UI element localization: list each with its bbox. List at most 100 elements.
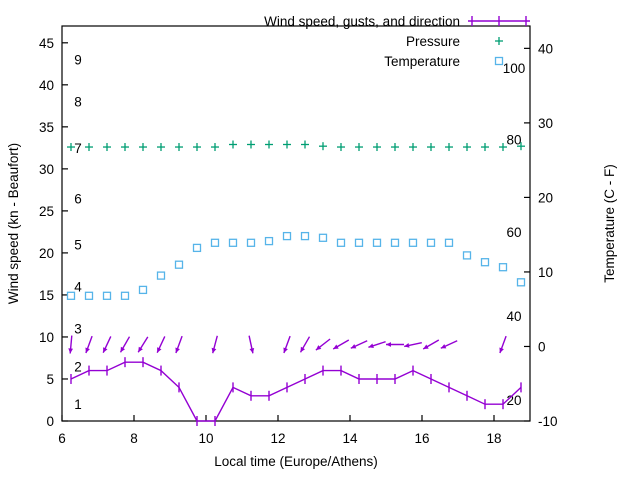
pressure-marker xyxy=(499,143,507,152)
pressure-marker xyxy=(157,143,165,152)
temperature-marker xyxy=(390,238,400,247)
wind-direction-arrow xyxy=(175,335,183,354)
beaufort-scale-label: 1 xyxy=(74,397,82,412)
wind-direction-arrow xyxy=(440,340,458,349)
x-axis-tick-label: 14 xyxy=(342,431,358,446)
beaufort-scale-label: 3 xyxy=(74,322,82,337)
beaufort-scale-label: 7 xyxy=(74,141,82,156)
temperature-marker xyxy=(444,238,454,247)
legend-swatch-temperature xyxy=(494,56,504,66)
fahrenheit-scale-label: 100 xyxy=(503,61,526,76)
temperature-marker xyxy=(426,238,436,247)
temperature-marker xyxy=(480,258,490,267)
legend-label: Pressure xyxy=(406,34,460,49)
y-axis-tick-label: 45 xyxy=(39,36,54,51)
temperature-marker xyxy=(354,238,364,247)
beaufort-scale-label: 4 xyxy=(74,280,82,295)
pressure-marker xyxy=(139,143,147,152)
y-axis-tick-label: 40 xyxy=(39,78,54,93)
wind-direction-arrow xyxy=(386,342,404,347)
pressure-marker xyxy=(193,143,201,152)
x-axis-tick-label: 10 xyxy=(198,431,213,446)
y2-axis-title: Temperature (C - F) xyxy=(602,164,617,283)
wind-direction-arrow xyxy=(350,340,368,349)
y-axis-tick-label: 35 xyxy=(39,120,54,135)
x-axis-tick-label: 6 xyxy=(58,431,66,446)
y2-axis-tick-label: 20 xyxy=(538,190,553,205)
y2-axis-tick-label: 10 xyxy=(538,265,553,280)
wind-direction-arrow xyxy=(315,338,331,351)
temperature-marker xyxy=(300,231,310,241)
y2-axis-tick-label: -10 xyxy=(538,414,558,429)
pressure-marker xyxy=(373,143,381,152)
x-axis-tick-label: 18 xyxy=(486,431,501,446)
x-axis-tick-label: 8 xyxy=(130,431,138,446)
temperature-marker xyxy=(462,251,472,260)
temperature-marker xyxy=(210,238,220,247)
temperature-marker xyxy=(120,291,130,300)
beaufort-scale-label: 9 xyxy=(74,53,82,68)
pressure-marker xyxy=(121,143,129,152)
pressure-marker xyxy=(481,143,489,152)
pressure-marker xyxy=(301,140,309,149)
pressure-marker xyxy=(427,143,435,152)
y2-axis-tick-label: 30 xyxy=(538,116,553,131)
beaufort-scale-label: 8 xyxy=(74,95,82,110)
temperature-marker xyxy=(102,291,112,300)
wind-direction-arrow xyxy=(299,336,311,353)
pressure-marker xyxy=(337,143,345,152)
plot-border xyxy=(61,25,531,422)
wind-direction-arrow xyxy=(368,341,386,348)
wind-direction-arrow xyxy=(404,342,422,348)
fahrenheit-scale-label: 80 xyxy=(506,132,521,147)
pressure-marker xyxy=(283,140,291,149)
temperature-marker xyxy=(264,236,274,246)
wind-direction-arrow xyxy=(119,336,131,353)
pressure-marker xyxy=(175,143,183,152)
wind-direction-arrow xyxy=(85,335,93,354)
pressure-marker xyxy=(103,143,111,152)
pressure-marker xyxy=(211,143,219,152)
wind-direction-arrow xyxy=(211,335,218,354)
pressure-marker xyxy=(445,143,453,152)
pressure-marker xyxy=(355,143,363,152)
pressure-marker xyxy=(85,143,93,152)
wind-direction-arrow xyxy=(499,335,507,354)
pressure-marker xyxy=(517,142,525,151)
y-axis-tick-label: 30 xyxy=(39,162,54,177)
wind-direction-arrow xyxy=(137,336,149,353)
temperature-marker xyxy=(318,233,328,242)
y-axis-tick-label: 0 xyxy=(46,414,54,429)
y-axis-tick-label: 25 xyxy=(39,204,54,219)
y2-axis-tick-label: 40 xyxy=(538,41,553,56)
temperature-marker xyxy=(516,278,526,287)
y-axis-tick-label: 5 xyxy=(46,372,54,387)
pressure-marker xyxy=(265,140,273,149)
wind-direction-arrow xyxy=(102,336,112,353)
pressure-marker xyxy=(409,143,417,152)
temperature-marker xyxy=(174,260,184,269)
beaufort-scale-label: 6 xyxy=(74,191,82,206)
pressure-marker xyxy=(463,143,471,152)
fahrenheit-scale-label: 60 xyxy=(506,225,521,240)
wind-direction-arrow xyxy=(332,339,350,350)
legend-label: Wind speed, gusts, and direction xyxy=(264,14,460,29)
temperature-marker xyxy=(84,291,94,300)
temperature-marker xyxy=(282,231,292,241)
temperature-marker xyxy=(66,291,76,300)
temperature-marker xyxy=(192,243,202,253)
temperature-marker xyxy=(408,238,418,247)
temperature-marker xyxy=(372,238,382,247)
wind-direction-arrow xyxy=(156,336,166,353)
wind-speed-line xyxy=(70,361,522,422)
y-axis-title: Wind speed (kn - Beaufort) xyxy=(6,143,21,304)
beaufort-scale-label: 5 xyxy=(74,238,82,253)
temperature-marker xyxy=(336,238,346,247)
temperature-marker xyxy=(246,238,256,247)
x-axis-tick-label: 12 xyxy=(270,431,285,446)
y-axis-tick-label: 20 xyxy=(39,246,54,261)
pressure-marker xyxy=(247,140,255,149)
pressure-marker xyxy=(229,140,237,149)
